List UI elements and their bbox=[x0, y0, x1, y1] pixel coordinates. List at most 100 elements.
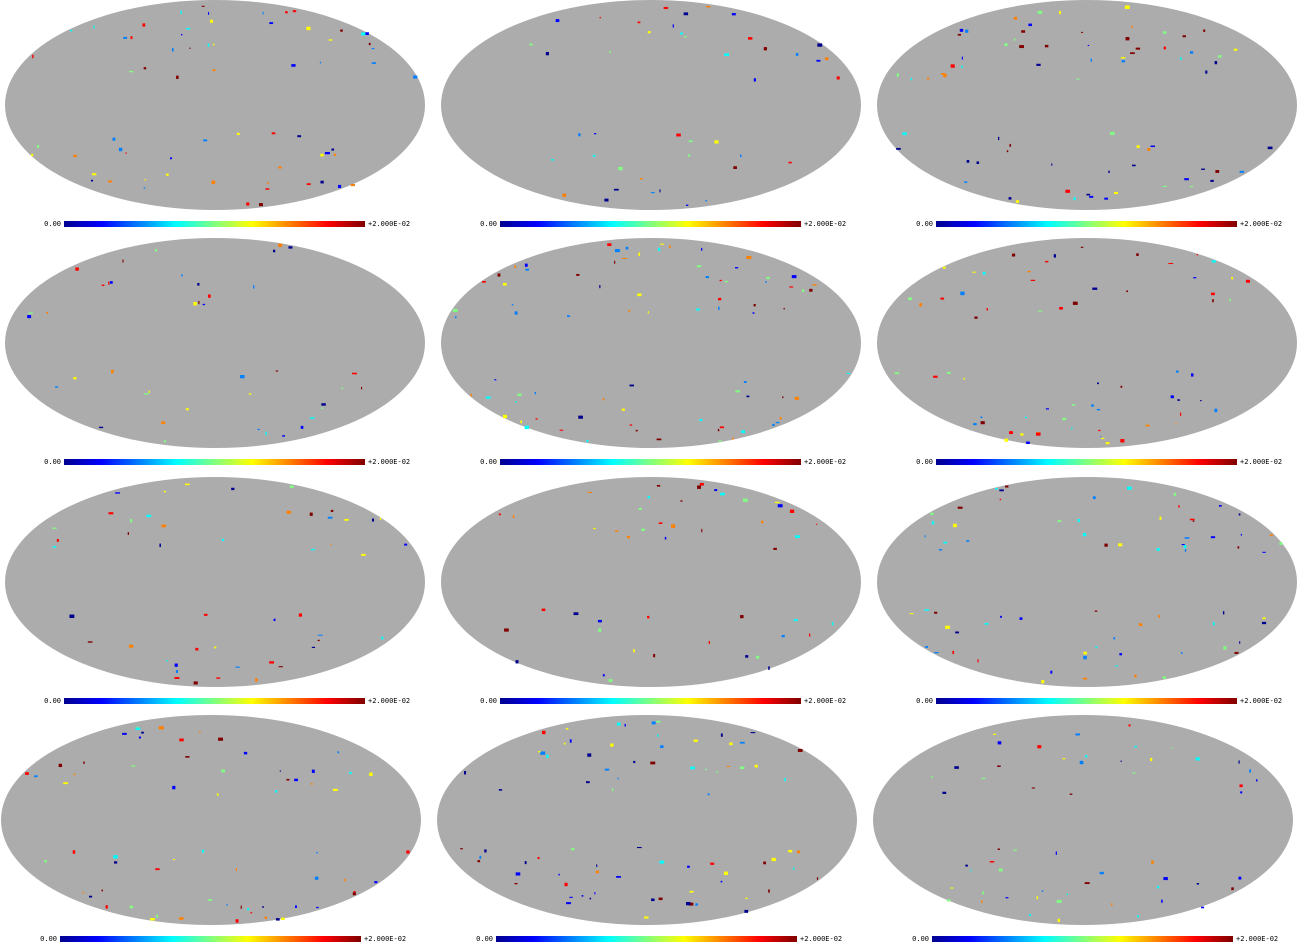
speck bbox=[203, 304, 205, 305]
speck bbox=[1071, 428, 1072, 430]
speck bbox=[825, 57, 829, 60]
speck bbox=[1098, 430, 1100, 431]
speck bbox=[1268, 147, 1273, 150]
speck bbox=[318, 640, 320, 641]
speck bbox=[558, 874, 559, 875]
speck bbox=[1106, 442, 1110, 444]
speck bbox=[751, 732, 756, 733]
speck bbox=[318, 635, 323, 636]
speck bbox=[985, 623, 989, 625]
speck bbox=[600, 17, 601, 18]
speck bbox=[689, 140, 693, 142]
speck bbox=[765, 281, 767, 282]
speck bbox=[911, 78, 912, 80]
speck bbox=[341, 388, 343, 389]
speck bbox=[569, 897, 572, 898]
speck bbox=[208, 899, 212, 901]
colorbar-min-label: 0.00 bbox=[44, 458, 61, 466]
speck bbox=[125, 152, 126, 153]
speck bbox=[131, 765, 135, 766]
colorbar-min-label: 0.00 bbox=[476, 935, 493, 943]
speck bbox=[176, 670, 178, 673]
speck bbox=[1046, 408, 1049, 409]
speck bbox=[1086, 194, 1090, 196]
speck bbox=[156, 915, 158, 918]
speck bbox=[1239, 760, 1240, 763]
speck bbox=[1180, 413, 1181, 416]
speck bbox=[768, 889, 770, 892]
speck bbox=[588, 492, 592, 493]
speck bbox=[278, 244, 282, 247]
speck bbox=[310, 513, 313, 516]
speck bbox=[659, 898, 663, 901]
speck bbox=[1193, 277, 1196, 278]
speck bbox=[633, 761, 635, 763]
speck bbox=[240, 375, 245, 378]
speck bbox=[503, 415, 507, 418]
speck bbox=[998, 137, 999, 140]
speck bbox=[37, 145, 39, 148]
speck bbox=[1218, 55, 1222, 57]
speck bbox=[1038, 11, 1043, 14]
speck bbox=[660, 244, 664, 245]
speck bbox=[1027, 271, 1030, 272]
speck bbox=[479, 856, 481, 859]
speck bbox=[331, 510, 333, 512]
speck bbox=[1126, 37, 1130, 40]
speck bbox=[130, 519, 132, 522]
speck bbox=[1111, 903, 1112, 906]
speck bbox=[1121, 57, 1126, 58]
colorbar-max-label: +2.000E-02 bbox=[1240, 697, 1282, 705]
speck bbox=[241, 906, 242, 909]
speck bbox=[1032, 787, 1035, 788]
speck bbox=[705, 200, 707, 201]
speck bbox=[1171, 747, 1172, 748]
speck bbox=[970, 870, 971, 872]
speck bbox=[1184, 178, 1189, 180]
speck bbox=[83, 762, 85, 764]
speck bbox=[570, 739, 572, 742]
speck bbox=[195, 648, 198, 651]
speck bbox=[1075, 733, 1079, 735]
speck bbox=[551, 159, 554, 161]
speck bbox=[648, 496, 650, 498]
speck bbox=[1137, 915, 1139, 918]
speck bbox=[1091, 59, 1092, 62]
speck bbox=[610, 744, 613, 747]
speck bbox=[615, 249, 620, 252]
speck bbox=[943, 267, 946, 269]
speck bbox=[1231, 277, 1233, 279]
speck bbox=[626, 247, 629, 250]
speck bbox=[1031, 280, 1035, 281]
speck bbox=[999, 489, 1003, 491]
speck bbox=[717, 771, 718, 773]
speck bbox=[1132, 165, 1136, 167]
speck bbox=[320, 154, 323, 157]
speck bbox=[1042, 890, 1043, 891]
speck bbox=[325, 152, 330, 154]
speck bbox=[312, 770, 315, 773]
speck bbox=[961, 66, 962, 68]
speck bbox=[1054, 254, 1056, 257]
speck bbox=[776, 422, 780, 423]
speck bbox=[638, 253, 640, 256]
speck bbox=[199, 731, 200, 732]
speck bbox=[99, 427, 103, 428]
speck bbox=[208, 294, 211, 297]
speck bbox=[82, 892, 84, 893]
speck bbox=[669, 245, 671, 248]
speck bbox=[947, 372, 950, 374]
speck bbox=[34, 775, 37, 777]
speck bbox=[910, 613, 914, 614]
speck bbox=[106, 905, 108, 908]
speck bbox=[660, 861, 665, 864]
speck bbox=[1146, 425, 1150, 427]
speck bbox=[1163, 676, 1166, 678]
speck bbox=[1212, 299, 1214, 302]
speck bbox=[772, 858, 776, 861]
speck bbox=[622, 409, 625, 411]
speck bbox=[1013, 850, 1017, 851]
speck bbox=[1121, 386, 1123, 388]
speck bbox=[726, 766, 730, 767]
speck bbox=[297, 135, 301, 137]
